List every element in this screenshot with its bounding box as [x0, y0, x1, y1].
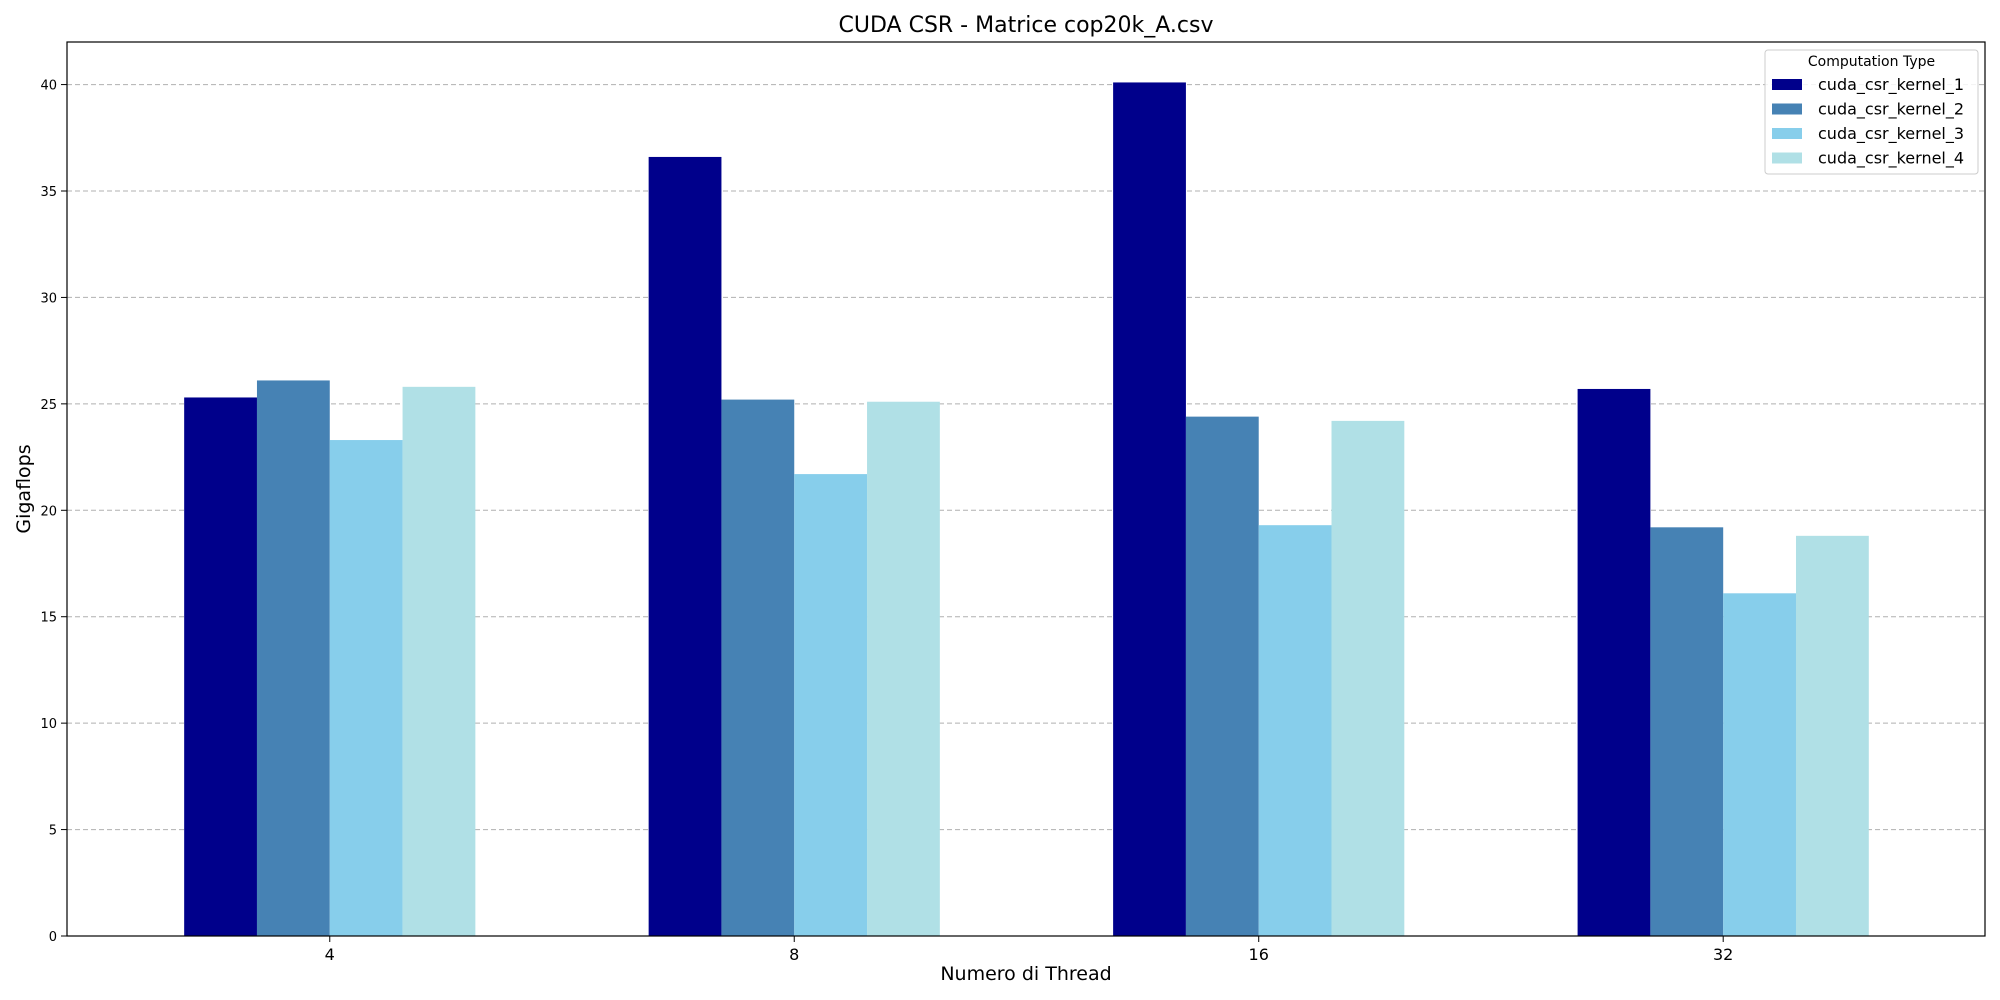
legend-entry-cuda_csr_kernel_4: cuda_csr_kernel_4 [1818, 149, 1964, 169]
bar-cuda_csr_kernel_3-4 [329, 440, 403, 936]
plot-frame [66, 41, 1986, 937]
x-axis-label: Numero di Thread [940, 963, 1111, 985]
x-axis-ticks: 4 8 16 32 [325, 936, 1733, 964]
bar-cuda_csr_kernel_3-16 [1258, 525, 1332, 936]
x-tick-label: 32 [1713, 945, 1733, 964]
bar-cuda_csr_kernel_1-4 [184, 397, 257, 936]
bar-cuda_csr_kernel_2-4 [256, 380, 330, 936]
y-tick-label: 30 [40, 291, 57, 306]
x-tick-label: 4 [325, 945, 335, 964]
y-tick-label: 5 [49, 824, 57, 839]
bar-cuda_csr_kernel_2-16 [1185, 416, 1259, 937]
bar-cuda_csr_kernel_4-4 [402, 386, 476, 936]
bar-cuda_csr_kernel_3-8 [794, 474, 868, 936]
legend-swatch-cuda_csr_kernel_4 [1772, 152, 1802, 164]
y-tick-label: 20 [40, 504, 57, 519]
legend-swatch-cuda_csr_kernel_1 [1772, 79, 1802, 90]
bar-cuda_csr_kernel_1-16 [1113, 82, 1186, 936]
bar-cuda_csr_kernel_1-8 [648, 156, 722, 936]
y-tick-label: 15 [40, 611, 57, 626]
x-tick-label: 8 [789, 945, 799, 964]
legend-entry-cuda_csr_kernel_1: cuda_csr_kernel_1 [1818, 75, 1964, 95]
y-tick-label: 40 [40, 79, 57, 94]
legend-swatch-cuda_csr_kernel_3 [1772, 128, 1802, 139]
bar-cuda_csr_kernel_2-8 [721, 399, 795, 937]
bar-cuda_csr_kernel_1-32 [1577, 388, 1651, 936]
bar-cuda_csr_kernel_4-8 [867, 401, 940, 936]
legend-box [1764, 49, 1979, 175]
y-tick-label: 25 [40, 398, 57, 413]
y-tick-label: 35 [40, 185, 57, 200]
y-axis-ticks: 0 5 10 15 20 25 30 35 40 [40, 79, 67, 945]
y-tick-label: 10 [40, 717, 57, 732]
chart-title: CUDA CSR - Matrice cop20k_A.csv [839, 13, 1214, 38]
legend: Computation Type cuda_csr_kernel_1 cuda_cs… [1764, 49, 1979, 175]
bar-cuda_csr_kernel_4-16 [1331, 420, 1405, 936]
y-axis-label: Gigaflops [13, 444, 35, 533]
bar-cuda_csr_kernel_4-32 [1795, 535, 1869, 936]
legend-title: Computation Type [1808, 54, 1935, 70]
bar-cuda_csr_kernel_3-32 [1723, 593, 1796, 936]
y-tick-label: 0 [49, 930, 57, 945]
x-tick-label: 16 [1249, 945, 1269, 964]
legend-entry-cuda_csr_kernel_3: cuda_csr_kernel_3 [1818, 124, 1964, 144]
bar-cuda_csr_kernel_2-32 [1650, 527, 1724, 936]
bars [184, 82, 1869, 937]
legend-swatch-cuda_csr_kernel_2 [1772, 103, 1802, 115]
legend-entry-cuda_csr_kernel_2: cuda_csr_kernel_2 [1818, 100, 1964, 120]
